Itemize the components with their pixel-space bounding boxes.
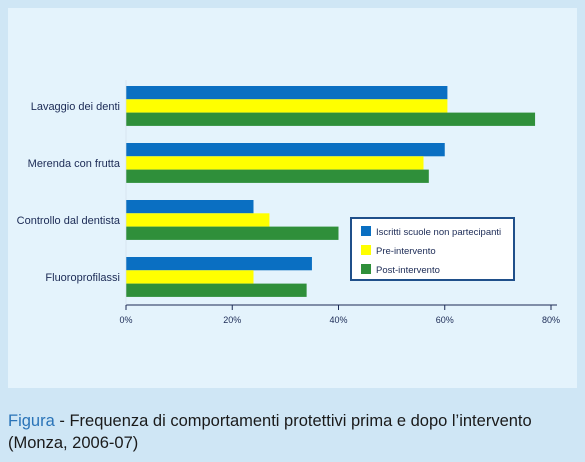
legend-swatch-2 [361, 245, 371, 255]
bar-2-4 [126, 270, 254, 284]
category-label: Merenda con frutta [28, 158, 121, 170]
bar-2-1 [126, 99, 448, 113]
bar-1-3 [126, 200, 254, 214]
x-tick-label: 40% [329, 315, 347, 325]
caption-text: - Frequenza di comportamenti protettivi … [8, 412, 532, 452]
bar-1-2 [126, 143, 445, 157]
legend-swatch-1 [361, 226, 371, 236]
category-label: Controllo dal dentista [17, 215, 121, 227]
x-tick-label: 0% [119, 315, 132, 325]
legend-label-1: Iscritti scuole non partecipanti [376, 227, 501, 238]
legend-label-3: Post-intervento [376, 265, 440, 276]
caption-lead: Figura [8, 412, 55, 430]
x-tick-label: 80% [542, 315, 560, 325]
bar-2-3 [126, 213, 270, 227]
legend: Iscritti scuole non partecipanti Pre-inte… [350, 217, 515, 281]
bars-group [126, 86, 536, 297]
bar-3-4 [126, 283, 307, 297]
x-tick-label: 20% [223, 315, 241, 325]
bar-3-1 [126, 112, 536, 126]
figure-caption: Figura - Frequenza di comportamenti prot… [8, 410, 583, 454]
x-axis: 0% 20% 40% 60% 80% [119, 80, 560, 325]
legend-swatch-3 [361, 264, 371, 274]
bar-3-2 [126, 169, 429, 183]
x-tick-label: 60% [436, 315, 454, 325]
category-label: Fluoroprofilassi [45, 272, 120, 284]
bar-chart: Lavaggio dei denti Merenda con frutta Cont… [17, 80, 560, 325]
bar-3-3 [126, 226, 339, 240]
bar-1-4 [126, 257, 312, 271]
chart-panel [8, 8, 577, 388]
legend-box [350, 217, 515, 281]
bar-2-2 [126, 156, 424, 170]
category-label: Lavaggio dei denti [31, 101, 120, 113]
bar-1-1 [126, 86, 448, 100]
legend-label-2: Pre-intervento [376, 246, 436, 257]
category-labels: Lavaggio dei denti Merenda con frutta Cont… [17, 101, 121, 284]
